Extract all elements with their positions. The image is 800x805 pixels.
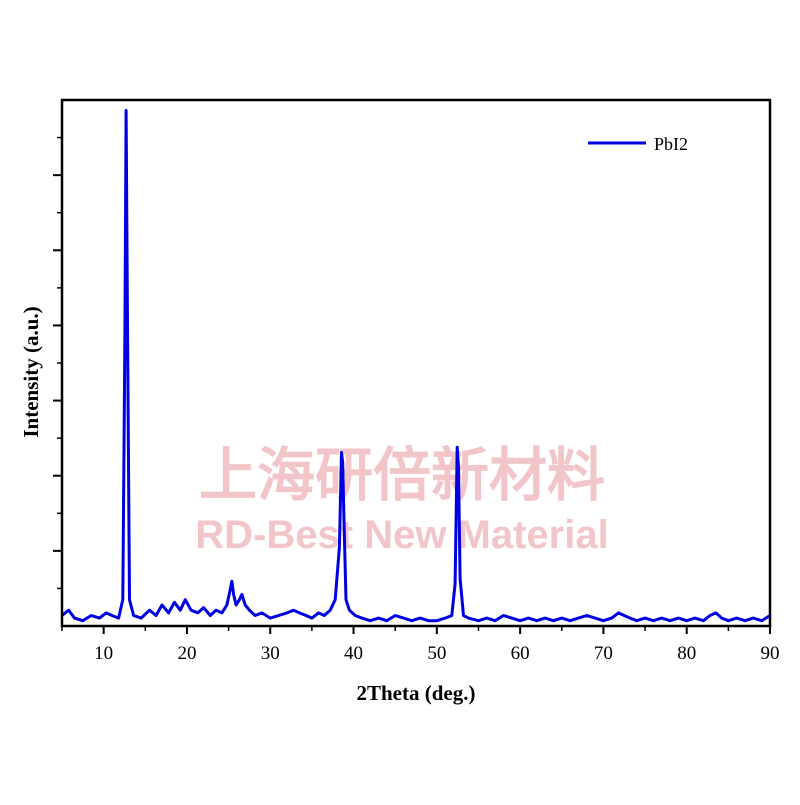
- x-tick-label: 10: [94, 643, 113, 664]
- series-line-pbi2: [61, 109, 771, 623]
- x-tick-label: 20: [177, 643, 196, 664]
- x-tick-label: 90: [761, 643, 780, 664]
- x-tick-label: 60: [511, 643, 530, 664]
- x-tick-label: 70: [594, 643, 613, 664]
- watermark-english: RD-Best New Material: [195, 513, 608, 557]
- legend: PbI2: [588, 134, 688, 154]
- x-axis-title: 2Theta (deg.): [357, 681, 476, 705]
- x-tick-label: 40: [344, 643, 363, 664]
- series-layer: [61, 109, 771, 623]
- x-tick-label: 30: [261, 643, 280, 664]
- ticks-layer: 10 20 30 40 50 60 70 80 90: [53, 136, 780, 664]
- x-tick-label: 50: [427, 643, 446, 664]
- x-tick-label: 80: [677, 643, 696, 664]
- watermark-chinese: 上海研倍新材料: [199, 441, 605, 509]
- legend-label-pbi2: PbI2: [654, 134, 688, 154]
- watermark: 上海研倍新材料 RD-Best New Material: [195, 441, 608, 557]
- y-axis-title: Intensity (a.u.): [19, 306, 43, 437]
